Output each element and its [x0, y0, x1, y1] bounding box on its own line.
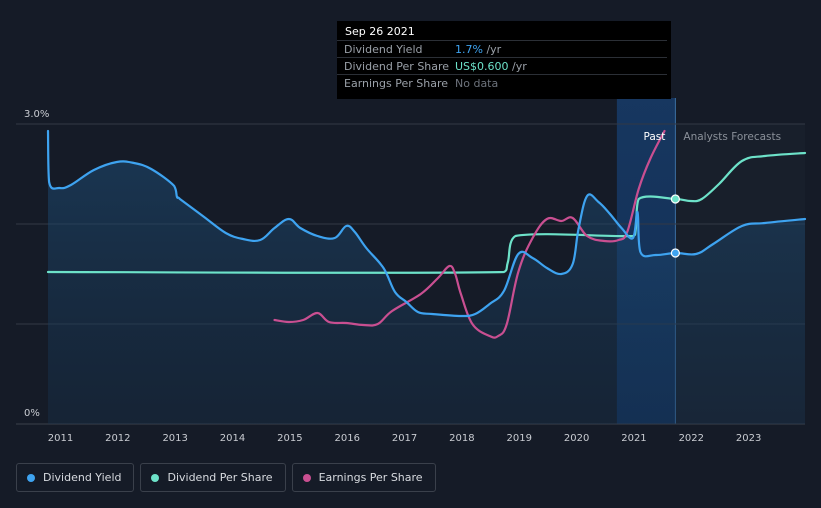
tooltip-date: Sep 26 2021: [345, 25, 415, 38]
y-tick-label: 0%: [24, 408, 40, 419]
dividend-yield-area: [48, 131, 805, 424]
tooltip-row-dividend-per-share: Dividend Per Share US$0.600 /yr: [337, 57, 667, 75]
x-tick-label: 2017: [392, 433, 417, 444]
legend: Dividend Yield Dividend Per Share Earnin…: [16, 463, 436, 492]
tooltip-panel: Sep 26 2021 Dividend Yield 1.7% /yr Divi…: [337, 21, 671, 99]
x-tick-label: 2019: [507, 433, 532, 444]
tooltip-row-earnings-per-share: Earnings Per Share No data: [337, 74, 667, 92]
x-tick-label: 2012: [105, 433, 130, 444]
legend-item-dividend-per-share[interactable]: Dividend Per Share: [140, 463, 286, 492]
legend-item-earnings-per-share[interactable]: Earnings Per Share: [291, 463, 436, 492]
x-tick-label: 2011: [48, 433, 73, 444]
tooltip-label: Dividend Yield: [344, 43, 423, 56]
eps-series-line: [273, 129, 666, 339]
legend-label: Dividend Yield: [43, 471, 122, 484]
y-tick-label: 3.0%: [24, 109, 49, 120]
tooltip-row-dividend-yield: Dividend Yield 1.7% /yr: [337, 40, 667, 58]
x-tick-label: 2015: [277, 433, 302, 444]
yield-series-line: [46, 129, 807, 318]
tooltip-label: Dividend Per Share: [344, 60, 450, 73]
forecast-label: Analysts Forecasts: [683, 131, 781, 143]
x-tick-label: 2023: [736, 433, 761, 444]
tooltip-label: Earnings Per Share: [344, 77, 449, 90]
legend-dot-icon: [151, 473, 160, 482]
legend-item-dividend-yield[interactable]: Dividend Yield: [16, 463, 135, 492]
x-tick-label: 2013: [162, 433, 187, 444]
tooltip-value: No data: [455, 77, 499, 90]
x-tick-label: 2022: [679, 433, 704, 444]
past-label: Past: [644, 131, 666, 143]
x-tick-label: 2021: [621, 433, 646, 444]
yield-marker: [670, 248, 680, 258]
legend-label: Earnings Per Share: [318, 471, 423, 484]
legend-dot-icon: [27, 473, 35, 482]
x-tick-label: 2018: [449, 433, 474, 444]
x-tick-label: 2020: [564, 433, 589, 444]
legend-dot-icon: [302, 473, 311, 482]
dps-marker: [670, 194, 680, 204]
x-tick-label: 2016: [334, 433, 359, 444]
tooltip-value: US$0.600 /yr: [455, 60, 527, 73]
tooltip-value: 1.7% /yr: [455, 43, 502, 56]
dps-series-line: [46, 151, 807, 274]
legend-label: Dividend Per Share: [167, 471, 273, 484]
x-tick-label: 2014: [220, 433, 245, 444]
